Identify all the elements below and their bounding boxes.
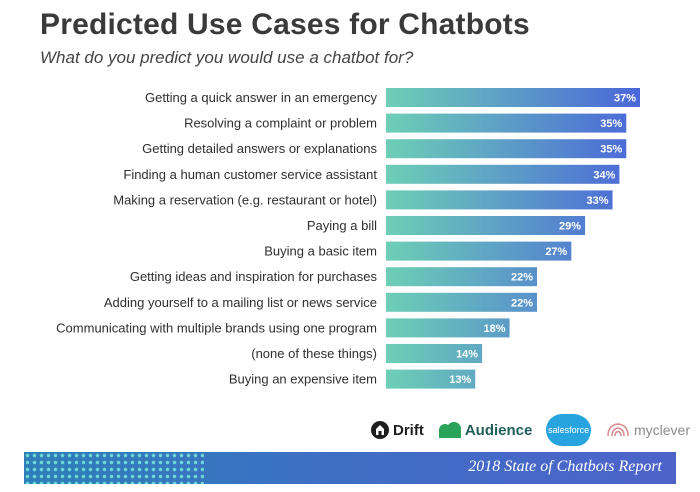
drift-logo: Drift	[370, 420, 424, 440]
sponsor-logos: Drift Audience salesforce myclever	[370, 412, 690, 448]
drift-logo-text: Drift	[393, 421, 424, 439]
bar	[386, 88, 640, 107]
value-label: 13%	[449, 374, 471, 386]
footer-banner: 2018 State of Chatbots Report	[24, 452, 676, 484]
footer-dot-pattern	[24, 452, 204, 484]
bar-chart: Getting a quick answer in an emergency 37…	[56, 88, 640, 389]
bar	[386, 113, 627, 133]
value-label: 27%	[545, 246, 567, 258]
myclever-logo-text: myclever	[633, 422, 690, 438]
category-label: Getting ideas and inspiration for purcha…	[130, 269, 378, 284]
category-label: Finding a human customer service assista…	[123, 167, 377, 182]
category-label: Resolving a complaint or problem	[184, 116, 377, 131]
bar	[386, 190, 613, 210]
value-label: 29%	[559, 221, 581, 233]
bar	[386, 318, 510, 338]
chart-subtitle: What do you predict you would use a chat…	[40, 48, 414, 67]
value-label: 18%	[484, 323, 506, 335]
value-label: 34%	[593, 169, 615, 181]
bar	[386, 292, 538, 312]
bar	[386, 139, 627, 159]
bar	[386, 267, 538, 287]
category-label: Communicating with multiple brands using…	[56, 320, 377, 335]
myclever-icon	[607, 423, 629, 437]
audience-logo: Audience	[438, 421, 533, 439]
myclever-logo: myclever	[605, 421, 690, 439]
value-label: 22%	[511, 297, 533, 309]
category-label: (none of these things)	[251, 346, 377, 361]
category-label: Buying a basic item	[264, 244, 377, 259]
bar	[386, 216, 586, 235]
category-label: Getting a quick answer in an emergency	[145, 90, 377, 105]
chart-title: Predicted Use Cases for Chatbots	[40, 8, 530, 41]
audience-logo-text: Audience	[464, 421, 533, 439]
value-label: 22%	[511, 272, 533, 284]
category-label: Paying a bill	[307, 218, 377, 233]
value-label: 14%	[456, 349, 478, 361]
drift-icon	[371, 421, 389, 439]
audience-icon	[438, 422, 461, 438]
value-label: 35%	[600, 118, 622, 130]
value-label: 37%	[614, 93, 636, 105]
bar	[386, 241, 572, 261]
salesforce-logo: salesforce	[546, 414, 591, 446]
bar	[386, 369, 476, 389]
bar	[386, 344, 483, 363]
category-label: Getting detailed answers or explanations	[142, 141, 377, 156]
bar	[386, 164, 620, 184]
category-label: Adding yourself to a mailing list or new…	[104, 295, 377, 310]
category-label: Buying an expensive item	[229, 372, 377, 387]
category-label: Making a reservation (e.g. restaurant or…	[113, 192, 377, 207]
salesforce-logo-text: salesforce	[548, 425, 590, 435]
value-label: 35%	[600, 144, 622, 156]
value-label: 33%	[587, 195, 609, 207]
footer-report-title: 2018 State of Chatbots Report	[468, 458, 662, 475]
